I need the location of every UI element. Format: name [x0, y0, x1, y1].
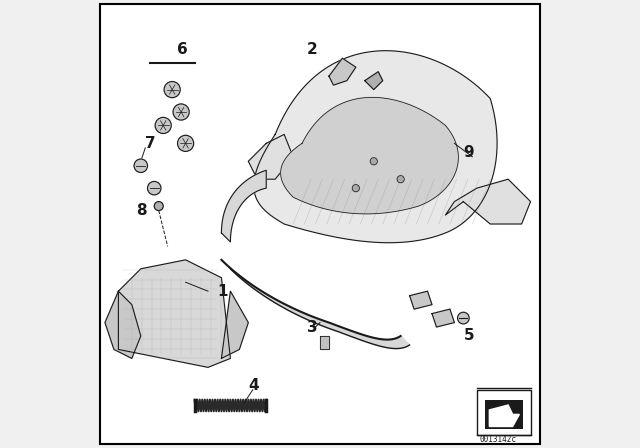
Text: 1: 1: [217, 284, 227, 299]
Polygon shape: [254, 51, 497, 243]
Polygon shape: [280, 97, 458, 214]
Polygon shape: [320, 336, 329, 349]
Text: 9: 9: [463, 145, 474, 160]
Circle shape: [177, 135, 194, 151]
Polygon shape: [221, 170, 266, 242]
Polygon shape: [221, 291, 248, 358]
Polygon shape: [410, 291, 432, 309]
Circle shape: [155, 117, 172, 134]
Circle shape: [370, 158, 378, 165]
Text: 8: 8: [136, 203, 147, 218]
Text: 4: 4: [248, 378, 259, 393]
Text: 3: 3: [307, 319, 317, 335]
Circle shape: [458, 312, 469, 324]
Polygon shape: [118, 260, 230, 367]
Polygon shape: [490, 405, 520, 426]
Circle shape: [397, 176, 404, 183]
Bar: [477, 390, 531, 435]
Text: 5: 5: [463, 328, 474, 344]
Circle shape: [173, 104, 189, 120]
Polygon shape: [248, 134, 293, 179]
Text: 2: 2: [307, 42, 317, 57]
Polygon shape: [329, 58, 356, 85]
Circle shape: [164, 82, 180, 98]
Text: 6: 6: [177, 42, 188, 57]
Text: 0013142c: 0013142c: [479, 435, 516, 444]
Polygon shape: [105, 291, 141, 358]
Circle shape: [154, 202, 163, 211]
Circle shape: [134, 159, 148, 172]
Polygon shape: [221, 260, 410, 349]
Text: 7: 7: [145, 136, 156, 151]
Polygon shape: [432, 309, 454, 327]
Polygon shape: [445, 179, 531, 224]
Polygon shape: [365, 72, 383, 90]
Circle shape: [352, 185, 360, 192]
Bar: [485, 400, 523, 429]
Circle shape: [148, 181, 161, 195]
